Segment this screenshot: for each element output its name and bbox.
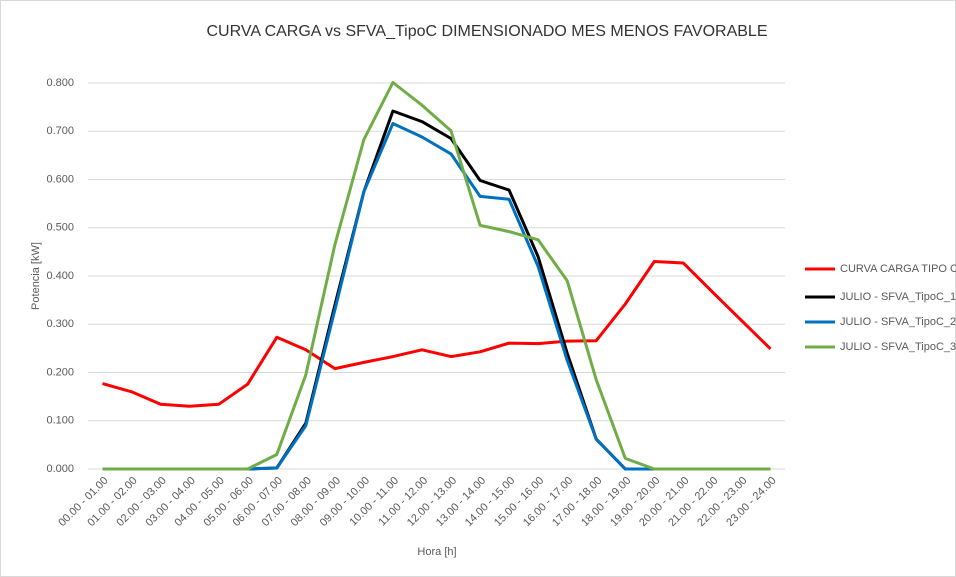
y-tick-label: 0.800 — [46, 77, 74, 89]
series-line — [102, 81, 771, 471]
series-line — [102, 260, 772, 408]
legend-label: JULIO - SFVA_TipoC_3 — [840, 341, 956, 353]
y-tick-label: 0.700 — [46, 125, 74, 137]
legend-label: JULIO - SFVA_TipoC_2 — [840, 316, 956, 328]
y-tick-label: 0.600 — [46, 173, 74, 185]
y-tick-label: 0.500 — [46, 222, 74, 234]
legend-label: JULIO - SFVA_TipoC_1 — [840, 291, 956, 303]
y-tick-label: 0.300 — [46, 318, 74, 330]
chart-title: CURVA CARGA vs SFVA_TipoC DIMENSIONADO M… — [206, 23, 767, 40]
y-tick-label: 0.100 — [46, 415, 74, 427]
legend-label: CURVA CARGA TIPO C — [840, 263, 956, 275]
y-tick-label: 0.400 — [46, 270, 74, 282]
y-tick-label: 0.000 — [46, 463, 74, 475]
x-axis-label: Hora [h] — [417, 546, 456, 558]
y-axis-label: Potencia [kW] — [30, 242, 42, 310]
y-tick-label: 0.200 — [46, 366, 74, 378]
